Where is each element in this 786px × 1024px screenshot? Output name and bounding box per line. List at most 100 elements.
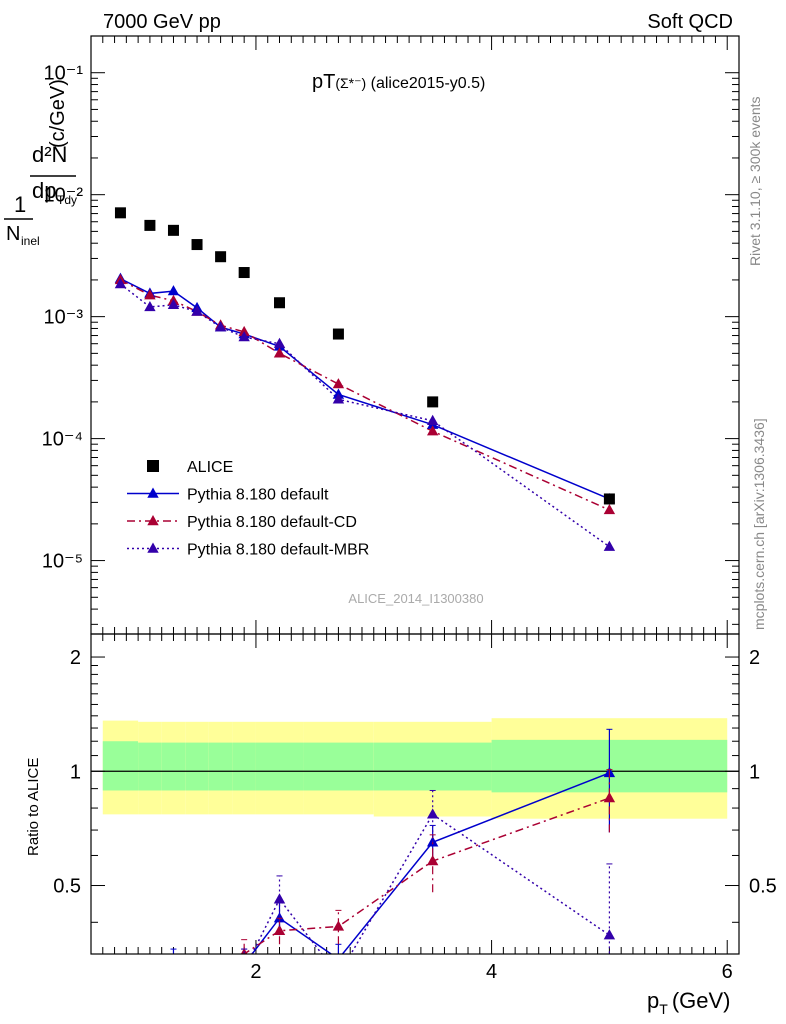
legend-marker-alice xyxy=(147,460,159,472)
series-point-mbr xyxy=(603,540,616,551)
mcplots-label: mcplots.cern.ch [arXiv:1306.3436] xyxy=(751,418,767,630)
main-ytick-label: 10⁻⁵ xyxy=(42,551,83,573)
title-main: pT xyxy=(312,71,335,93)
main-y-axis-label: 1 N inel d²N dp Tdy (c/GeV) xyxy=(4,79,77,248)
main-ytick-label: 10⁻³ xyxy=(44,307,84,329)
ratio-ytick-label: 0.5 xyxy=(53,876,81,898)
alice-data-point xyxy=(114,207,126,219)
xtick-label: 6 xyxy=(722,961,733,983)
series-line-cd xyxy=(120,279,610,511)
ratio-point-mbr xyxy=(238,964,249,974)
band-inner xyxy=(303,742,374,791)
series-point-cd xyxy=(332,378,345,389)
ratio-bands xyxy=(91,718,739,819)
legend-label: Pythia 8.180 default-CD xyxy=(187,514,357,531)
legend-label: ALICE xyxy=(187,459,233,476)
svg-text:N: N xyxy=(6,223,20,245)
ratio-ytick-label: 2 xyxy=(70,647,81,669)
x-axis-label: pT (GeV) xyxy=(647,988,731,1017)
ratio-point-default xyxy=(238,958,249,968)
alice-data-point xyxy=(603,493,615,505)
ratio-ytick-label-right: 1 xyxy=(749,761,760,783)
alice-data-point xyxy=(427,396,439,408)
header-right: Soft QCD xyxy=(647,11,733,33)
ratio-point-mbr xyxy=(191,975,202,985)
ratio-point-mbr xyxy=(215,987,226,997)
ratio-line-cd xyxy=(243,797,610,954)
ratio-point-mbr xyxy=(426,808,439,819)
title-particle: (Σ*⁻) xyxy=(335,75,366,91)
alice-data-point xyxy=(191,239,203,251)
series-line-default xyxy=(120,277,610,500)
legend-label: Pythia 8.180 default xyxy=(187,487,329,504)
band-inner xyxy=(232,742,256,791)
series-point-cd xyxy=(603,503,616,515)
ratio-point-default xyxy=(337,953,339,954)
title-suffix: (alice2015-y0.5) xyxy=(366,75,485,92)
series-point-cd xyxy=(426,425,439,436)
xtick-label: 4 xyxy=(486,961,497,983)
ratio-point-default xyxy=(215,987,226,997)
main-ytick-label: 10⁻² xyxy=(44,185,84,207)
ratio-point-cd xyxy=(144,981,155,991)
ratio-point-default xyxy=(115,969,126,979)
series-point-default xyxy=(167,285,180,296)
ratio-point-cd xyxy=(215,981,226,991)
series-point-cd xyxy=(273,347,286,358)
series-point-mbr xyxy=(191,305,203,316)
alice-data-point xyxy=(144,219,156,231)
band-inner xyxy=(373,742,492,791)
band-inner xyxy=(255,742,304,791)
band-inner xyxy=(185,742,209,791)
ratio-line-default xyxy=(251,772,610,954)
ratio-point-mbr xyxy=(333,969,344,979)
ratio-point-cd xyxy=(332,920,345,931)
ratio-point-default xyxy=(273,912,286,923)
ratio-point-cd xyxy=(168,987,179,997)
legend-marker-mbr xyxy=(147,542,159,553)
ratio-line-mbr xyxy=(251,813,610,954)
analysis-watermark: ALICE_2014_I1300380 xyxy=(348,591,483,606)
series-point-cd xyxy=(144,289,156,300)
series-point-mbr xyxy=(332,393,345,404)
rivet-label: Rivet 3.1.10, ≥ 300k events xyxy=(747,96,763,266)
ratio-ytick-label-right: 2 xyxy=(749,647,760,669)
series-point-mbr xyxy=(167,298,180,310)
svg-text:inel: inel xyxy=(21,234,40,248)
xtick-label: 2 xyxy=(250,961,261,983)
band-inner xyxy=(208,742,233,791)
ratio-point-default xyxy=(144,975,155,985)
svg-text:pT(Σ*⁻) (alice2015-y0.5): pT(Σ*⁻) (alice2015-y0.5) xyxy=(312,71,485,93)
legend-marker-default xyxy=(147,487,159,498)
ratio-point-cd xyxy=(426,855,439,866)
alice-data-point xyxy=(215,251,227,263)
band-inner xyxy=(161,742,186,791)
ratio-axis-ticks: 2 2 1 1 0.5 0.5 2 4 6 xyxy=(53,634,777,983)
main-ytick-label: 10⁻⁴ xyxy=(42,429,83,451)
ratio-point-mbr xyxy=(273,893,286,904)
svg-text:d²N: d²N xyxy=(32,142,67,167)
ratio-point-cd xyxy=(603,792,616,803)
series-line-mbr xyxy=(119,283,610,548)
ratio-point-cd xyxy=(273,924,286,935)
ratio-point-mbr xyxy=(115,987,126,997)
ratio-ytick-label-right: 0.5 xyxy=(749,876,777,898)
ratio-point-cd xyxy=(191,975,202,985)
legend-marker-cd xyxy=(147,515,159,526)
series-point-mbr xyxy=(426,414,439,425)
ratio-ytick-label: 1 xyxy=(70,761,81,783)
ratio-point-cd xyxy=(240,948,248,954)
alice-data-point xyxy=(167,224,179,236)
legend: ALICE Pythia 8.180 default Pythia 8.180 de… xyxy=(127,459,369,559)
band-inner xyxy=(138,742,162,791)
alice-data-point xyxy=(332,328,344,340)
header-left: 7000 GeV pp xyxy=(103,11,221,33)
series-point-mbr xyxy=(214,321,227,332)
band-inner xyxy=(102,741,139,791)
legend-label: Pythia 8.180 default-MBR xyxy=(187,542,369,559)
ratio-series xyxy=(115,728,616,997)
ratio-point-cd xyxy=(115,975,126,985)
ratio-point-default xyxy=(172,953,174,954)
svg-text:Tdy: Tdy xyxy=(57,193,77,207)
